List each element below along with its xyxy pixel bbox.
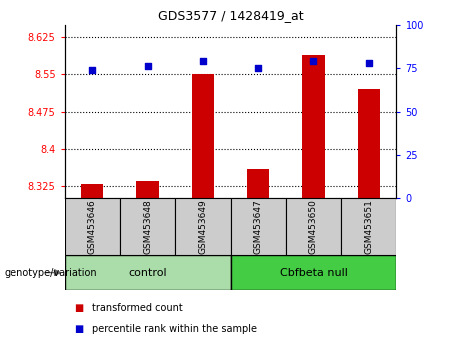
Text: percentile rank within the sample: percentile rank within the sample: [92, 324, 257, 334]
Text: control: control: [128, 268, 167, 278]
Bar: [65, 198, 120, 255]
Bar: [302, 55, 325, 198]
Title: GDS3577 / 1428419_at: GDS3577 / 1428419_at: [158, 9, 303, 22]
Text: GSM453651: GSM453651: [364, 199, 373, 254]
Bar: [358, 89, 380, 198]
Bar: [247, 169, 269, 198]
Point: [199, 58, 207, 64]
Text: GSM453646: GSM453646: [88, 199, 97, 254]
Text: GSM453649: GSM453649: [198, 199, 207, 254]
Bar: [65, 255, 230, 290]
Bar: [230, 255, 396, 290]
Point: [310, 58, 317, 64]
Text: ■: ■: [74, 324, 83, 334]
Point: [254, 65, 262, 71]
Text: genotype/variation: genotype/variation: [5, 268, 97, 278]
Bar: [192, 74, 214, 198]
Bar: [341, 198, 396, 255]
Bar: [175, 198, 230, 255]
Point: [89, 67, 96, 73]
Bar: [136, 181, 159, 198]
Text: Cbfbeta null: Cbfbeta null: [279, 268, 348, 278]
Point: [144, 64, 151, 69]
Text: GSM453650: GSM453650: [309, 199, 318, 254]
Bar: [230, 198, 286, 255]
Bar: [81, 184, 103, 198]
Text: GSM453647: GSM453647: [254, 199, 263, 254]
Text: ■: ■: [74, 303, 83, 313]
Bar: [286, 198, 341, 255]
Text: transformed count: transformed count: [92, 303, 183, 313]
Bar: [120, 198, 175, 255]
Point: [365, 60, 372, 66]
Text: GSM453648: GSM453648: [143, 199, 152, 254]
